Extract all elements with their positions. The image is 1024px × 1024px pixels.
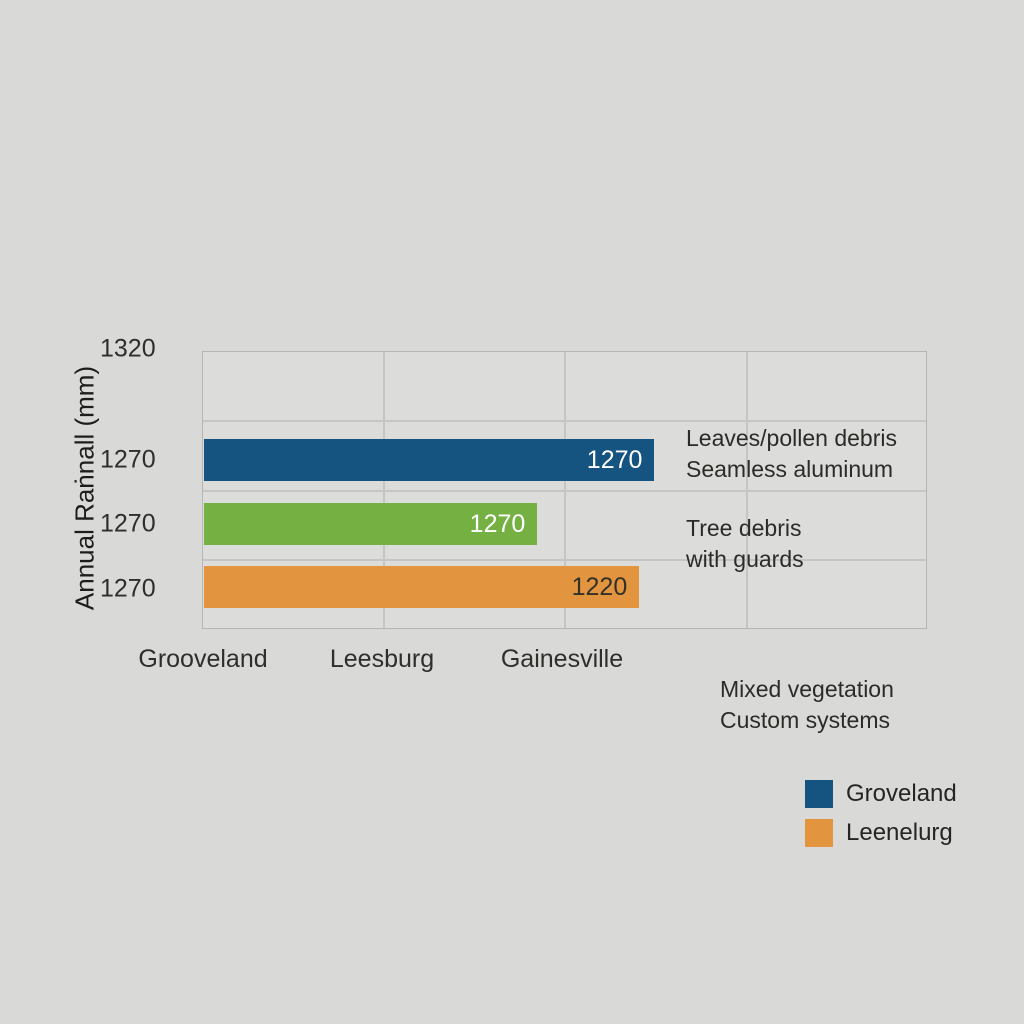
x-category-label: Gainesville [500,645,624,673]
legend: Groveland Leenelurg [805,780,957,858]
annotation-tree-debris: Tree debris with guards [686,513,804,575]
legend-swatch-blue [805,780,833,808]
bar-value-label: 1270 [469,509,526,538]
x-category-label: Grooveland [138,645,268,673]
horizontal-gridline [203,420,926,422]
annotation-line: Mixed vegetation [720,676,894,702]
x-category-label: Leesburg [329,645,435,673]
bar-green: 1270 [204,503,538,545]
y-tick-label: 1320 [100,334,156,363]
legend-item-leenelurg: Leenelurg [805,819,957,847]
bar-value-label: 1220 [571,572,628,601]
bar-orange: 1220 [204,566,640,608]
y-tick-label: 1270 [100,509,156,538]
y-tick-label: 1270 [100,574,156,603]
y-axis-title: Annual Raṅnall (mm) [69,365,100,611]
annotation-leaves-pollen: Leaves/pollen debris Seamless aluminum [686,423,897,485]
y-tick-label: 1270 [100,445,156,474]
bar-blue: 1270 [204,439,655,481]
annotation-mixed-vegetation: Mixed vegetation Custom systems [720,674,894,736]
bar-value-label: 1270 [586,445,643,474]
legend-label: Groveland [846,780,957,807]
annotation-line: Leaves/pollen debris [686,425,897,451]
annotation-line: Seamless aluminum [686,456,894,482]
legend-label: Leenelurg [846,819,953,846]
annotation-line: with guards [686,546,804,572]
legend-item-groveland: Groveland [805,780,957,808]
plot-area: 1270 1270 1220 [202,351,927,629]
legend-swatch-orange [805,819,833,847]
annotation-line: Custom systems [720,707,890,733]
horizontal-gridline [203,559,926,561]
annotation-line: Tree debris [686,515,802,541]
horizontal-gridline [203,490,926,492]
